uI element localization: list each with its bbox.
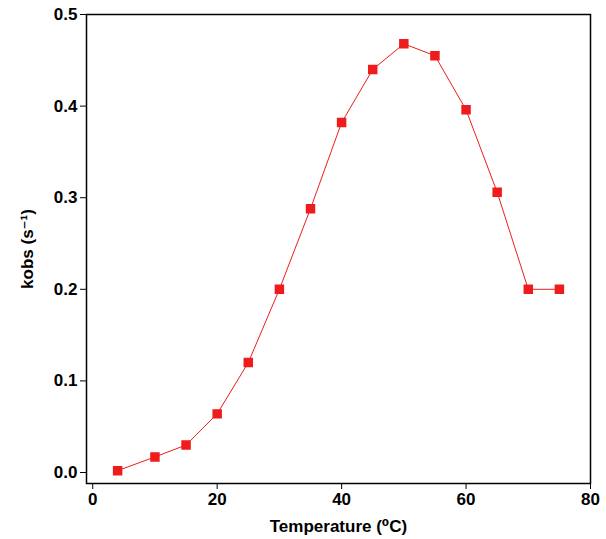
svg-text:Temperature (⁰C): Temperature (⁰C): [270, 517, 408, 536]
svg-text:20: 20: [208, 490, 227, 509]
svg-text:0.1: 0.1: [54, 371, 78, 390]
svg-text:0.4: 0.4: [54, 97, 78, 116]
svg-text:0.2: 0.2: [54, 280, 78, 299]
svg-text:80: 80: [581, 490, 600, 509]
svg-text:0.3: 0.3: [54, 188, 78, 207]
svg-text:0.5: 0.5: [54, 5, 78, 24]
svg-text:kobs (s⁻¹): kobs (s⁻¹): [18, 209, 37, 289]
svg-text:0: 0: [88, 490, 97, 509]
svg-text:40: 40: [332, 490, 351, 509]
svg-text:60: 60: [457, 490, 476, 509]
svg-text:0.0: 0.0: [54, 463, 78, 482]
